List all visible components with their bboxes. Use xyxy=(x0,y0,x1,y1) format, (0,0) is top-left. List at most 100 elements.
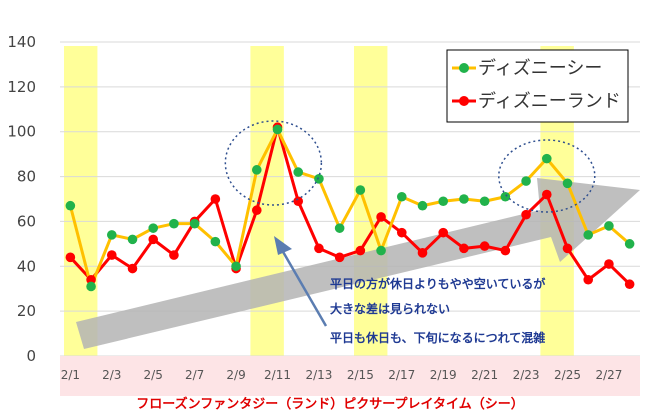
data-point xyxy=(479,241,490,251)
data-point xyxy=(210,236,221,247)
data-point xyxy=(624,239,635,249)
data-point xyxy=(500,245,511,256)
data-point xyxy=(293,196,304,207)
x-tick-label: 2/23 xyxy=(513,368,540,382)
legend: ディズニーシー ディズニーランド xyxy=(446,49,629,123)
data-point xyxy=(314,174,324,184)
pointer-shaft xyxy=(280,249,328,327)
series-line xyxy=(69,125,631,286)
annotation-text: 平日の方が休日よりもやや空いているが 大きな差は見られない 平日も休日も、下旬に… xyxy=(330,276,545,345)
data-point xyxy=(251,205,262,216)
x-tick-label: 2/11 xyxy=(264,368,291,382)
data-point xyxy=(210,194,221,204)
data-point xyxy=(169,218,179,229)
y-tick-label: 40 xyxy=(17,257,36,275)
legend-marker-sea xyxy=(459,63,469,73)
data-point xyxy=(376,245,386,256)
data-point xyxy=(148,234,159,245)
data-point xyxy=(169,250,179,260)
data-point xyxy=(355,245,366,256)
trend-arrow xyxy=(76,178,640,349)
y-tick-label: 140 xyxy=(7,33,36,51)
chart-title: フローズンファンタジー（ランド）ピクサープレイタイム（シー） xyxy=(136,396,523,412)
series-lines xyxy=(65,122,635,292)
y-tick-label: 60 xyxy=(17,212,36,230)
y-tick-label: 0 xyxy=(26,347,36,365)
data-point xyxy=(459,194,469,204)
x-tick-label: 2/5 xyxy=(144,368,163,382)
data-point xyxy=(65,200,76,211)
pointer-arrow xyxy=(274,236,328,327)
data-point xyxy=(417,200,428,211)
x-tick-label: 2/1 xyxy=(61,368,80,382)
x-tick-labels: 2/1 2/3 2/5 2/7 2/9 2/11 2/13 2/15 2/17 2/19 2/21 2… xyxy=(61,368,623,382)
data-point xyxy=(86,274,96,285)
x-tick-label: 2/25 xyxy=(554,368,581,382)
data-point xyxy=(231,261,241,272)
peak-circle-2-11 xyxy=(224,120,323,206)
x-axis-band xyxy=(60,356,640,396)
data-point xyxy=(541,189,552,200)
legend-marker-land xyxy=(459,96,469,106)
data-point xyxy=(65,252,76,263)
pointer-head xyxy=(274,236,292,255)
data-point xyxy=(583,274,594,285)
data-point xyxy=(106,230,117,240)
data-point xyxy=(148,223,159,233)
data-point xyxy=(417,248,428,258)
data-point xyxy=(562,178,573,189)
y-tick-label: 80 xyxy=(17,168,36,186)
x-tick-label: 2/21 xyxy=(471,368,498,382)
data-point xyxy=(521,176,531,186)
x-tick-label: 2/3 xyxy=(102,368,121,382)
data-point xyxy=(334,252,345,263)
data-point xyxy=(479,196,490,207)
annotation-line-1: 平日の方が休日よりもやや空いているが xyxy=(330,276,545,291)
x-tick-label: 2/15 xyxy=(347,368,374,382)
data-point xyxy=(583,230,594,240)
x-tick-label: 2/13 xyxy=(305,368,332,382)
y-tick-label: 20 xyxy=(17,302,36,320)
data-point xyxy=(272,124,283,135)
data-point xyxy=(293,167,304,177)
data-point xyxy=(86,281,96,292)
data-point xyxy=(106,250,117,260)
data-point xyxy=(314,243,324,254)
annotation-line-3: 平日も休日も、下旬になるにつれて混雑 xyxy=(330,330,545,345)
legend-label-sea: ディズニーシー xyxy=(478,58,602,79)
data-point xyxy=(500,191,511,202)
legend-label-land: ディズニーランド xyxy=(478,91,621,112)
x-tick-label: 2/7 xyxy=(185,368,204,382)
x-tick-label: 2/9 xyxy=(226,368,245,382)
data-point xyxy=(396,191,407,202)
data-point xyxy=(189,218,200,229)
data-point xyxy=(541,153,552,164)
x-tick-label: 2/17 xyxy=(388,368,415,382)
highlight-band xyxy=(64,46,98,356)
peak-circle-2-24 xyxy=(498,139,596,213)
data-point xyxy=(624,279,635,290)
series-line xyxy=(68,127,631,288)
data-point xyxy=(127,263,138,274)
y-tick-label: 120 xyxy=(7,78,36,96)
data-point xyxy=(438,196,449,207)
data-point xyxy=(604,221,614,231)
x-tick-label: 2/27 xyxy=(595,368,622,382)
data-point xyxy=(355,185,366,195)
legend-box xyxy=(446,49,629,123)
highlight-band xyxy=(250,46,284,356)
y-tick-label: 100 xyxy=(7,123,36,141)
data-point xyxy=(376,212,386,222)
data-point xyxy=(396,227,407,238)
data-point xyxy=(521,209,531,220)
annotation-line-2: 大きな差は見られない xyxy=(330,301,450,316)
data-point xyxy=(459,243,469,254)
data-point xyxy=(604,259,614,269)
y-tick-labels: 0 20 40 60 80 100 120 140 xyxy=(7,33,36,365)
data-point xyxy=(438,227,449,238)
data-point xyxy=(334,223,345,233)
data-point xyxy=(251,165,262,175)
highlight-band xyxy=(354,46,388,356)
x-tick-label: 2/19 xyxy=(430,368,457,382)
